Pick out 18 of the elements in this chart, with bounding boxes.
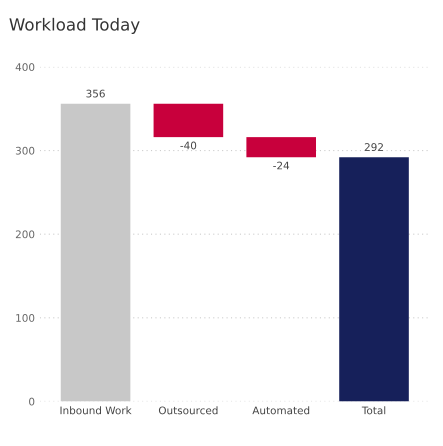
- y-tick-label: 100: [16, 314, 34, 322]
- bar: [60, 104, 130, 402]
- y-tick-label: 0: [29, 398, 34, 406]
- data-label: 356: [86, 90, 105, 98]
- data-label: -40: [180, 142, 196, 150]
- data-label: 292: [364, 143, 383, 152]
- bar: [339, 157, 409, 402]
- x-tick-label: Automated: [252, 406, 310, 414]
- bar: [154, 104, 224, 138]
- data-label: -24: [273, 162, 290, 170]
- x-tick-label: Total: [362, 406, 386, 414]
- chart-title: Workload Today: [9, 18, 140, 34]
- x-tick-label: Inbound Work: [60, 406, 132, 414]
- y-tick-label: 200: [16, 230, 34, 238]
- x-tick-label: Outsourced: [158, 406, 218, 414]
- y-tick-label: 400: [16, 63, 34, 72]
- bar: [246, 137, 316, 158]
- y-tick-label: 300: [16, 146, 34, 155]
